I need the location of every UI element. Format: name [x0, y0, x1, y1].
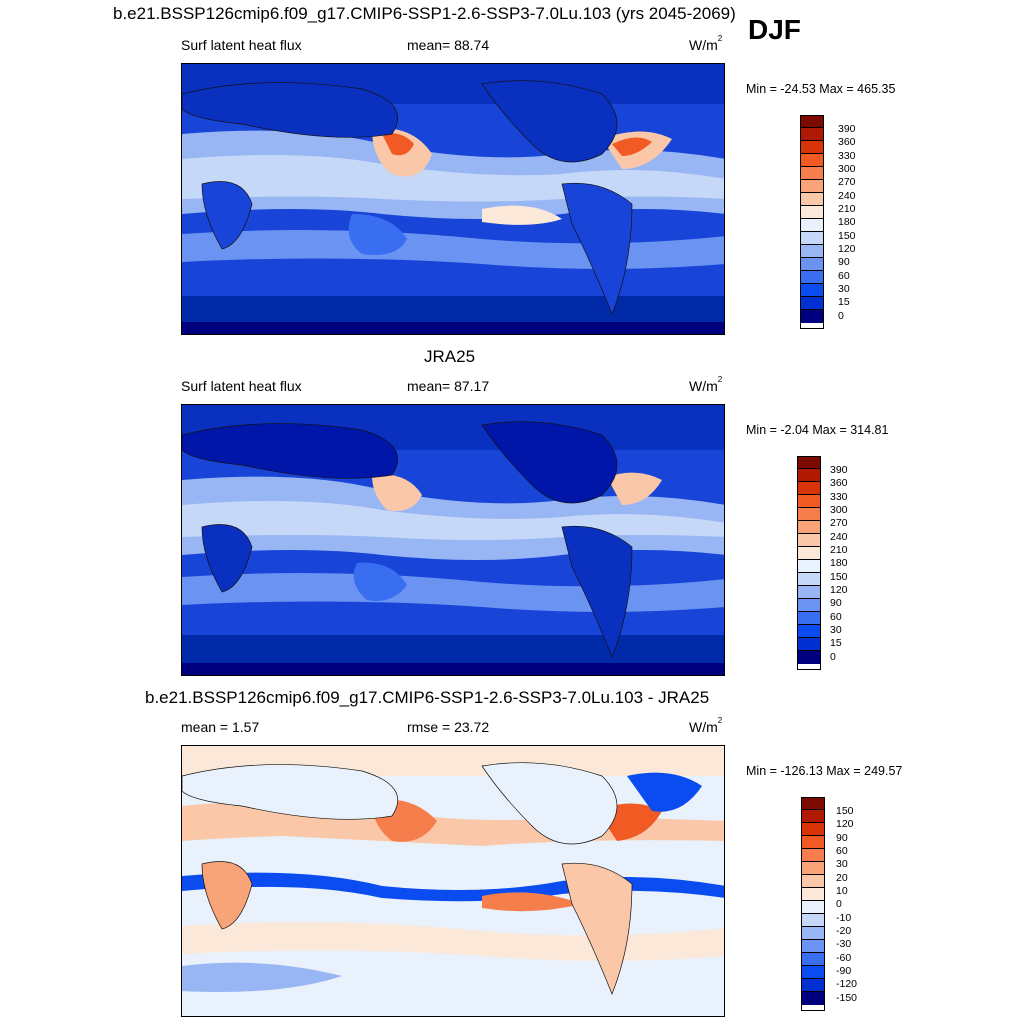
- panel-1-colorbar-tick: 330: [838, 150, 856, 162]
- panel-3-colorbar-tick: -90: [836, 965, 852, 977]
- panel-3-colorbar-tick: -30: [836, 938, 852, 950]
- panel-1-map-svg: [182, 64, 724, 334]
- panel-2-colorbar-tick: 0: [830, 651, 836, 663]
- panel-1-colorbar: [800, 115, 824, 329]
- panel-3-colorbar-tick: -20: [836, 925, 852, 937]
- panel-2-colorbar-tick: 180: [830, 557, 848, 569]
- panel-1-minmax-label: Min = -24.53 Max = 465.35: [746, 82, 896, 96]
- panel-3-map-svg: [182, 746, 724, 1016]
- panel-3-colorbar-tick: 90: [836, 832, 848, 844]
- panel-3-colorbar-tick: 10: [836, 885, 848, 897]
- panel-1-colorbar-tick: 240: [838, 190, 856, 202]
- panel-2-title: JRA25: [424, 347, 476, 366]
- panel-1-variable-label: Surf latent heat flux: [181, 37, 302, 53]
- panel-1-mean-label: mean= 88.74: [407, 37, 490, 53]
- panel-1-colorbar-tick: 60: [838, 270, 850, 282]
- panel-3-colorbar: [801, 797, 825, 1011]
- panel-1-map: [181, 63, 725, 335]
- panel-1-colorbar-tick: 120: [838, 243, 856, 255]
- panel-2-map-svg: [182, 405, 724, 675]
- panel-3-map: [181, 745, 725, 1017]
- panel-3-colorbar-tick: -60: [836, 952, 852, 964]
- panel-1-colorbar-tick: 150: [838, 230, 856, 242]
- panel-2-colorbar-tick: 150: [830, 571, 848, 583]
- panel-3-colorbar-tick: 30: [836, 858, 848, 870]
- panel-3-rmse-label: rmse = 23.72: [407, 719, 490, 735]
- panel-2-colorbar: [797, 456, 821, 670]
- panel-3-colorbar-tick: 60: [836, 845, 848, 857]
- panel-2-colorbar-tick: 120: [830, 584, 848, 596]
- panel-3-colorbar-tick: -10: [836, 912, 852, 924]
- panel-1-colorbar-tick: 0: [838, 310, 844, 322]
- panel-2-colorbar-tick: 360: [830, 477, 848, 489]
- panel-2-colorbar-tick: 330: [830, 491, 848, 503]
- panel-2-colorbar-tick: 210: [830, 544, 848, 556]
- panel-2-colorbar-tick: 300: [830, 504, 848, 516]
- panel-1-colorbar-tick: 210: [838, 203, 856, 215]
- panel-3-minmax-label: Min = -126.13 Max = 249.57: [746, 764, 903, 778]
- panel-1-colorbar-tick: 360: [838, 136, 856, 148]
- panel-2-colorbar-tick: 15: [830, 637, 842, 649]
- panel-2-mean-label: mean= 87.17: [407, 378, 490, 394]
- panel-1-colorbar-tick: 300: [838, 163, 856, 175]
- panel-1-colorbar-tick: 180: [838, 216, 856, 228]
- season-label: DJF: [748, 14, 801, 45]
- panel-3-colorbar-tick: -120: [836, 978, 858, 990]
- panel-1-colorbar-tick: 90: [838, 256, 850, 268]
- panel-2-colorbar-tick: 270: [830, 517, 848, 529]
- panel-2-colorbar-tick: 390: [830, 464, 848, 476]
- panel-2-units-label: W/m2: [689, 375, 723, 394]
- panel-2-colorbar-tick: 30: [830, 624, 842, 636]
- panel-2-map: [181, 404, 725, 676]
- panel-2-colorbar-tick: 240: [830, 531, 848, 543]
- panel-2-variable-label: Surf latent heat flux: [181, 378, 302, 394]
- panel-1-colorbar-tick: 15: [838, 296, 850, 308]
- panel-1-colorbar-tick: 30: [838, 283, 850, 295]
- panel-3-units-label: W/m2: [689, 716, 723, 735]
- panel-3-colorbar-tick: 0: [836, 898, 842, 910]
- panel-3-mean-label: mean = 1.57: [181, 719, 260, 735]
- panel-3-colorbar-tick: 150: [836, 805, 854, 817]
- panel-3-colorbar-tick: 20: [836, 872, 848, 884]
- panel-1-colorbar-tick: 390: [838, 123, 856, 135]
- panel-2-colorbar-tick: 60: [830, 611, 842, 623]
- panel-1-colorbar-tick: 270: [838, 176, 856, 188]
- panel-2-minmax-label: Min = -2.04 Max = 314.81: [746, 423, 889, 437]
- panel-2-colorbar-tick: 90: [830, 597, 842, 609]
- panel-1-units-label: W/m2: [689, 34, 723, 53]
- panel-3-title: b.e21.BSSP126cmip6.f09_g17.CMIP6-SSP1-2.…: [145, 688, 710, 707]
- panel-1-title: b.e21.BSSP126cmip6.f09_g17.CMIP6-SSP1-2.…: [113, 4, 736, 23]
- panel-3-colorbar-tick: -150: [836, 992, 858, 1004]
- panel-3-colorbar-tick: 120: [836, 818, 854, 830]
